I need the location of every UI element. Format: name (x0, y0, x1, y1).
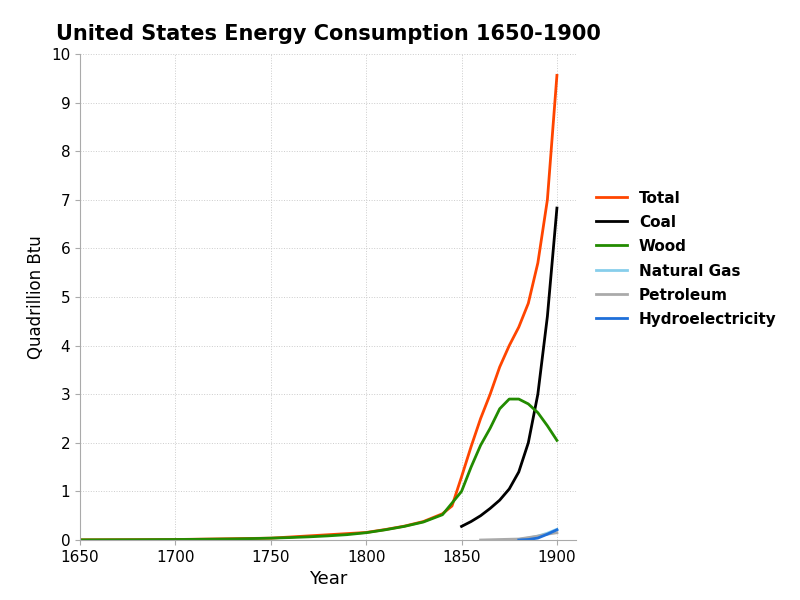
Total (514, 323, 523, 331)
Wood (228, 535, 238, 542)
Wood (486, 425, 495, 432)
Coal (486, 505, 495, 512)
Line: Petroleum: Petroleum (481, 533, 557, 540)
Wood (323, 532, 333, 539)
Coal (533, 391, 542, 398)
Wood (209, 536, 218, 543)
Wood (418, 518, 428, 526)
Total (466, 443, 476, 450)
Wood (94, 536, 104, 544)
Coal (476, 512, 486, 520)
Coal (514, 469, 523, 476)
Coal (552, 205, 562, 212)
Line: Wood: Wood (80, 399, 557, 540)
Total (170, 536, 180, 543)
Wood (514, 395, 523, 403)
Petroleum (542, 530, 552, 538)
Coal (505, 485, 514, 493)
Line: Coal: Coal (462, 208, 557, 526)
Wood (247, 535, 257, 542)
Y-axis label: Quadrillion Btu: Quadrillion Btu (27, 235, 46, 359)
Natural Gas (552, 526, 562, 533)
Line: Natural Gas: Natural Gas (518, 529, 557, 539)
Wood (552, 437, 562, 444)
Wood (438, 511, 447, 518)
Total (505, 342, 514, 349)
Total (476, 415, 486, 422)
Wood (133, 536, 142, 544)
Total (533, 259, 542, 266)
Wood (190, 536, 199, 543)
Wood (151, 536, 161, 543)
Petroleum (523, 534, 533, 541)
Total (542, 196, 552, 203)
Wood (505, 395, 514, 403)
Natural Gas (523, 535, 533, 542)
Wood (114, 536, 123, 544)
Wood (285, 534, 294, 541)
Total (362, 529, 371, 536)
Total (447, 502, 457, 509)
Legend: Total, Coal, Wood, Natural Gas, Petroleum, Hydroelectricity: Total, Coal, Wood, Natural Gas, Petroleu… (589, 183, 785, 335)
Petroleum (476, 536, 486, 544)
Wood (399, 523, 409, 530)
Petroleum (495, 536, 505, 543)
Total (523, 300, 533, 307)
Wood (466, 463, 476, 470)
Wood (362, 529, 371, 536)
Hydroelectricity (552, 526, 562, 533)
Wood (170, 536, 180, 543)
Line: Hydroelectricity: Hydroelectricity (518, 530, 557, 540)
Petroleum (552, 529, 562, 536)
Wood (533, 409, 542, 416)
Wood (266, 535, 275, 542)
Total (399, 523, 409, 530)
Wood (304, 533, 314, 541)
Coal (523, 439, 533, 446)
Petroleum (514, 535, 523, 542)
Total (75, 536, 85, 544)
Total (266, 535, 275, 542)
Coal (466, 518, 476, 525)
Wood (457, 488, 466, 495)
Line: Total: Total (80, 76, 557, 540)
Coal (542, 313, 552, 320)
Title: United States Energy Consumption 1650-1900: United States Energy Consumption 1650-19… (55, 24, 601, 44)
Hydroelectricity (533, 535, 542, 542)
Wood (342, 531, 352, 538)
Wood (523, 400, 533, 407)
Hydroelectricity (523, 536, 533, 543)
Wood (495, 405, 505, 412)
Total (495, 364, 505, 371)
Total (418, 518, 428, 525)
Wood (476, 442, 486, 449)
Coal (457, 523, 466, 530)
Wood (542, 422, 552, 430)
Hydroelectricity (542, 530, 552, 538)
Coal (495, 497, 505, 504)
Hydroelectricity (514, 536, 523, 544)
Wood (75, 536, 85, 544)
Petroleum (533, 533, 542, 540)
Natural Gas (514, 536, 523, 543)
Wood (381, 526, 390, 533)
Total (438, 510, 447, 517)
X-axis label: Year: Year (309, 570, 347, 588)
Total (486, 391, 495, 398)
Natural Gas (542, 530, 552, 537)
Total (457, 473, 466, 481)
Total (381, 526, 390, 533)
Total (552, 72, 562, 79)
Natural Gas (533, 533, 542, 540)
